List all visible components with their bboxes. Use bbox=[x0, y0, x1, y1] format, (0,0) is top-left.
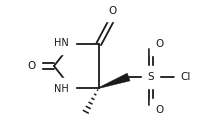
Text: S: S bbox=[147, 72, 154, 82]
Text: NH: NH bbox=[54, 84, 69, 94]
Text: HN: HN bbox=[54, 38, 69, 48]
Text: O: O bbox=[109, 6, 117, 16]
Text: O: O bbox=[155, 39, 163, 49]
Text: O: O bbox=[155, 105, 163, 115]
Text: Cl: Cl bbox=[181, 72, 191, 82]
Text: O: O bbox=[27, 61, 35, 71]
Polygon shape bbox=[99, 73, 130, 88]
